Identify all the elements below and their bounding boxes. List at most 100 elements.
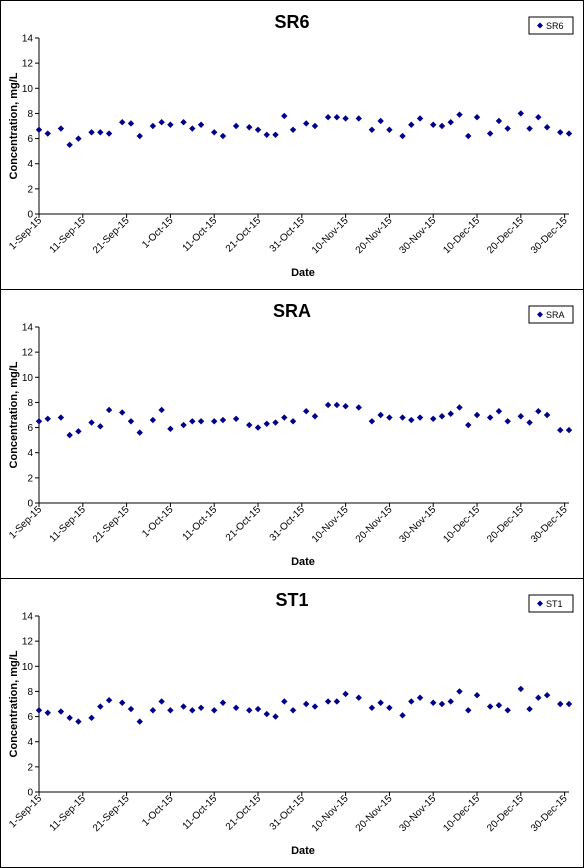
data-point xyxy=(211,707,218,714)
y-tick-label: 2 xyxy=(27,184,33,195)
data-point xyxy=(311,122,319,130)
data-point xyxy=(232,122,240,130)
x-tick-label: 31-Oct-15 xyxy=(268,504,308,544)
data-point xyxy=(105,697,113,704)
x-tick-label: 20-Dec-15 xyxy=(485,793,526,834)
x-tick-label: 21-Oct-15 xyxy=(224,215,264,255)
legend-label: SRA xyxy=(546,310,565,320)
data-point xyxy=(272,419,279,426)
data-point xyxy=(377,117,384,125)
y-tick-label: 10 xyxy=(22,84,34,95)
data-point xyxy=(535,408,542,415)
y-tick-label: 14 xyxy=(22,612,34,623)
data-point xyxy=(105,406,113,414)
data-point xyxy=(430,415,437,422)
legend-box xyxy=(528,16,574,35)
y-tick-label: 12 xyxy=(22,59,34,70)
y-tick-label: 6 xyxy=(27,134,33,145)
data-point xyxy=(473,114,481,121)
data-point xyxy=(302,700,310,708)
data-point xyxy=(416,694,424,701)
data-point xyxy=(504,418,511,425)
data-point xyxy=(254,705,262,713)
y-tick-label: 14 xyxy=(22,34,34,45)
x-tick-label: 21-Sep-15 xyxy=(91,793,132,834)
data-point xyxy=(399,414,406,421)
data-point xyxy=(57,414,65,421)
x-tick-label: 1-Oct-15 xyxy=(140,215,176,251)
x-tick-label: 11-Sep-15 xyxy=(48,793,89,834)
chart-title: ST1 xyxy=(275,590,308,610)
data-point xyxy=(180,703,187,710)
data-point xyxy=(377,699,384,706)
data-point xyxy=(465,132,472,140)
data-point xyxy=(473,692,481,699)
data-point xyxy=(447,119,454,126)
data-point xyxy=(456,404,463,411)
x-tick-label: 20-Dec-15 xyxy=(485,504,526,545)
x-tick-label: 30-Nov-15 xyxy=(398,504,439,545)
y-tick-label: 2 xyxy=(27,762,33,773)
data-point xyxy=(35,418,43,425)
x-tick-label: 30-Dec-15 xyxy=(529,215,570,256)
data-point xyxy=(504,125,511,132)
data-point xyxy=(333,698,341,705)
data-point xyxy=(246,421,253,429)
chart-panel-sr6: SR6 0 2 4 6 8 10 12 14 1-Sep-15 11-Sep-15 21-Sep-15… xyxy=(0,0,584,290)
x-tick-label: 11-Oct-15 xyxy=(181,793,220,832)
data-point xyxy=(197,704,205,711)
data-point xyxy=(355,694,362,701)
data-point xyxy=(438,413,446,420)
data-point xyxy=(272,131,279,138)
legend-marker xyxy=(537,600,543,607)
data-point xyxy=(263,131,270,138)
chart-title: SR6 xyxy=(274,12,309,32)
data-point xyxy=(105,130,113,137)
data-point xyxy=(465,707,472,714)
data-point xyxy=(281,112,288,120)
x-tick-label: 20-Nov-15 xyxy=(354,215,395,256)
data-point xyxy=(219,132,227,140)
data-point xyxy=(263,420,270,427)
data-point xyxy=(197,121,205,128)
y-tick-label: 10 xyxy=(22,662,34,673)
y-axis-title: Concentration, mg/L xyxy=(8,72,20,179)
x-tick-label: 10-Dec-15 xyxy=(441,215,482,256)
x-tick-label: 21-Sep-15 xyxy=(91,504,132,545)
data-point xyxy=(263,710,270,718)
x-tick-label: 31-Oct-15 xyxy=(268,215,308,255)
y-tick-label: 0 xyxy=(27,210,33,221)
x-tick-label: 21-Oct-15 xyxy=(224,504,264,544)
data-point xyxy=(565,130,573,137)
data-point xyxy=(44,415,51,422)
data-point xyxy=(44,130,51,137)
data-point xyxy=(495,408,503,415)
data-point xyxy=(543,124,551,131)
x-tick-label: 31-Oct-15 xyxy=(268,793,308,833)
data-point xyxy=(254,126,262,133)
data-point xyxy=(197,418,205,425)
data-point xyxy=(189,707,196,714)
data-point xyxy=(44,709,51,716)
data-point xyxy=(342,690,349,698)
data-point xyxy=(289,418,297,425)
data-point xyxy=(557,700,564,708)
chart-st1: ST1 0 2 4 6 8 10 12 14 1-Sep-15 11-Sep-15 21-Sep-15… xyxy=(7,590,574,857)
chart-panel-st1: ST1 0 2 4 6 8 10 12 14 1-Sep-15 11-Sep-15 21-Sep-15… xyxy=(0,578,584,868)
data-point xyxy=(57,708,65,715)
legend: SR6 xyxy=(528,16,574,35)
data-point xyxy=(486,703,494,710)
y-tick-label: 8 xyxy=(27,109,33,120)
x-tick-label: 1-Sep-15 xyxy=(7,504,44,541)
data-point xyxy=(289,707,297,714)
y-tick-label: 6 xyxy=(27,423,33,434)
data-point xyxy=(438,122,446,130)
data-point xyxy=(355,404,362,411)
data-point xyxy=(127,120,135,127)
x-tick-label: 10-Nov-15 xyxy=(310,793,351,834)
data-point xyxy=(88,419,95,426)
data-point xyxy=(565,426,573,434)
data-point xyxy=(517,413,525,420)
x-tick-label: 11-Oct-15 xyxy=(181,504,220,543)
data-point xyxy=(136,132,143,140)
